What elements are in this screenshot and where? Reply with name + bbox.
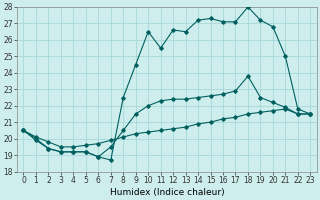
X-axis label: Humidex (Indice chaleur): Humidex (Indice chaleur) <box>109 188 224 197</box>
